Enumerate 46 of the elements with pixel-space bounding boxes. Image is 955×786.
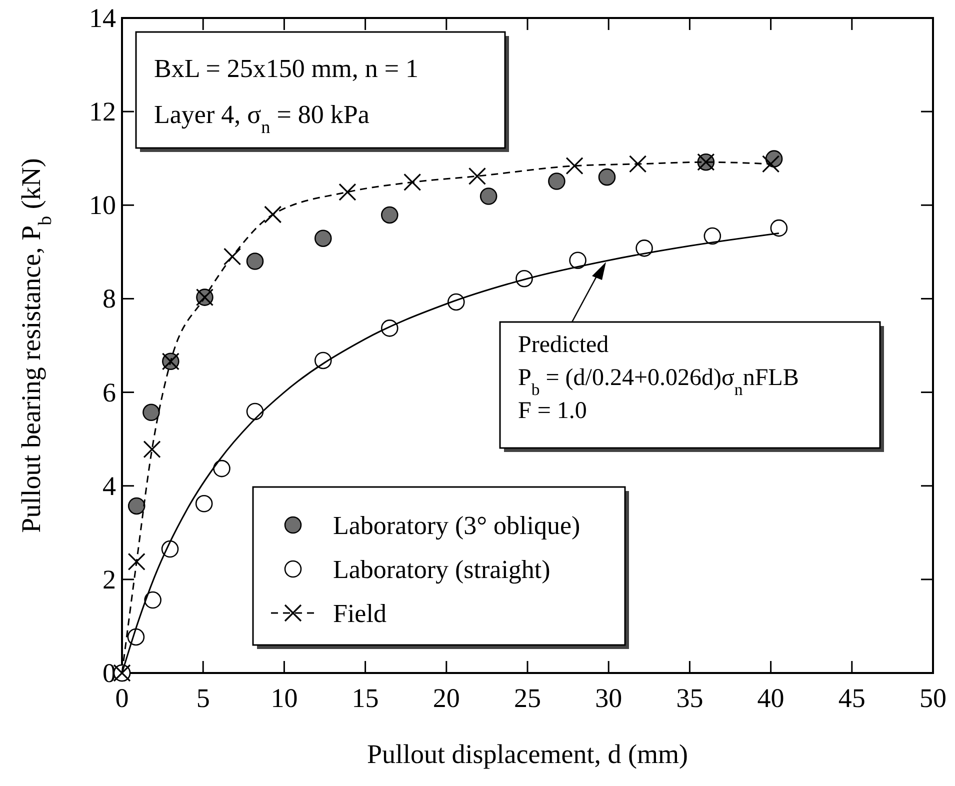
y-tick-label: 12: [89, 96, 116, 127]
annotation: Predicted: [518, 332, 609, 358]
legend-label: Laboratory (straight): [333, 555, 550, 584]
point: [314, 230, 332, 248]
point: [380, 206, 398, 224]
annotation: P$_{b}$ = (d/0.24+0.026d)σ$_{n}$nFLB: [518, 365, 799, 398]
y-tick-label: 4: [102, 470, 116, 501]
point: [142, 404, 160, 422]
point: [195, 494, 213, 512]
point: [338, 183, 356, 201]
x-axis-title: Pullout displacement, d (mm): [367, 739, 688, 769]
x-tick-label: 35: [676, 683, 704, 713]
point: [264, 206, 282, 224]
point: [566, 157, 584, 175]
annotation: F = 1.0: [518, 398, 587, 424]
point: [143, 440, 161, 458]
point: [548, 172, 566, 190]
y-tick-label: 6: [102, 377, 116, 408]
point: [246, 252, 264, 270]
x-tick-label: 15: [352, 683, 379, 713]
x-tick-label: 5: [196, 683, 210, 713]
x-tick-label: 25: [514, 683, 541, 713]
point: [468, 167, 486, 185]
y-tick-label: 14: [89, 3, 116, 33]
x-tick-label: 40: [757, 683, 784, 713]
point: [128, 552, 146, 570]
point: [480, 188, 498, 205]
x-tick-label: 20: [432, 683, 460, 713]
point: [628, 155, 647, 173]
x-tick-label: 10: [270, 683, 298, 713]
point: [404, 173, 422, 192]
legend-label: Field: [333, 599, 386, 628]
point: [246, 402, 264, 420]
annotation: BxL = 25x150 mm, n = 1 Layer 4, σ$_{n}$ = 80 kPa: [154, 54, 419, 137]
point: [128, 497, 146, 515]
point: [762, 155, 780, 173]
legend-label: Laboratory (3° oblique): [333, 511, 580, 540]
y-tick-label: 2: [102, 564, 116, 594]
point: [770, 219, 788, 237]
point: [223, 248, 242, 266]
y-tick-label: 10: [89, 190, 116, 220]
x-tick-label: 45: [838, 683, 866, 713]
x-tick-label: 50: [920, 683, 946, 713]
y-tick-label: 8: [102, 284, 116, 314]
point: [598, 168, 616, 186]
x-tick-label: 30: [595, 683, 622, 713]
